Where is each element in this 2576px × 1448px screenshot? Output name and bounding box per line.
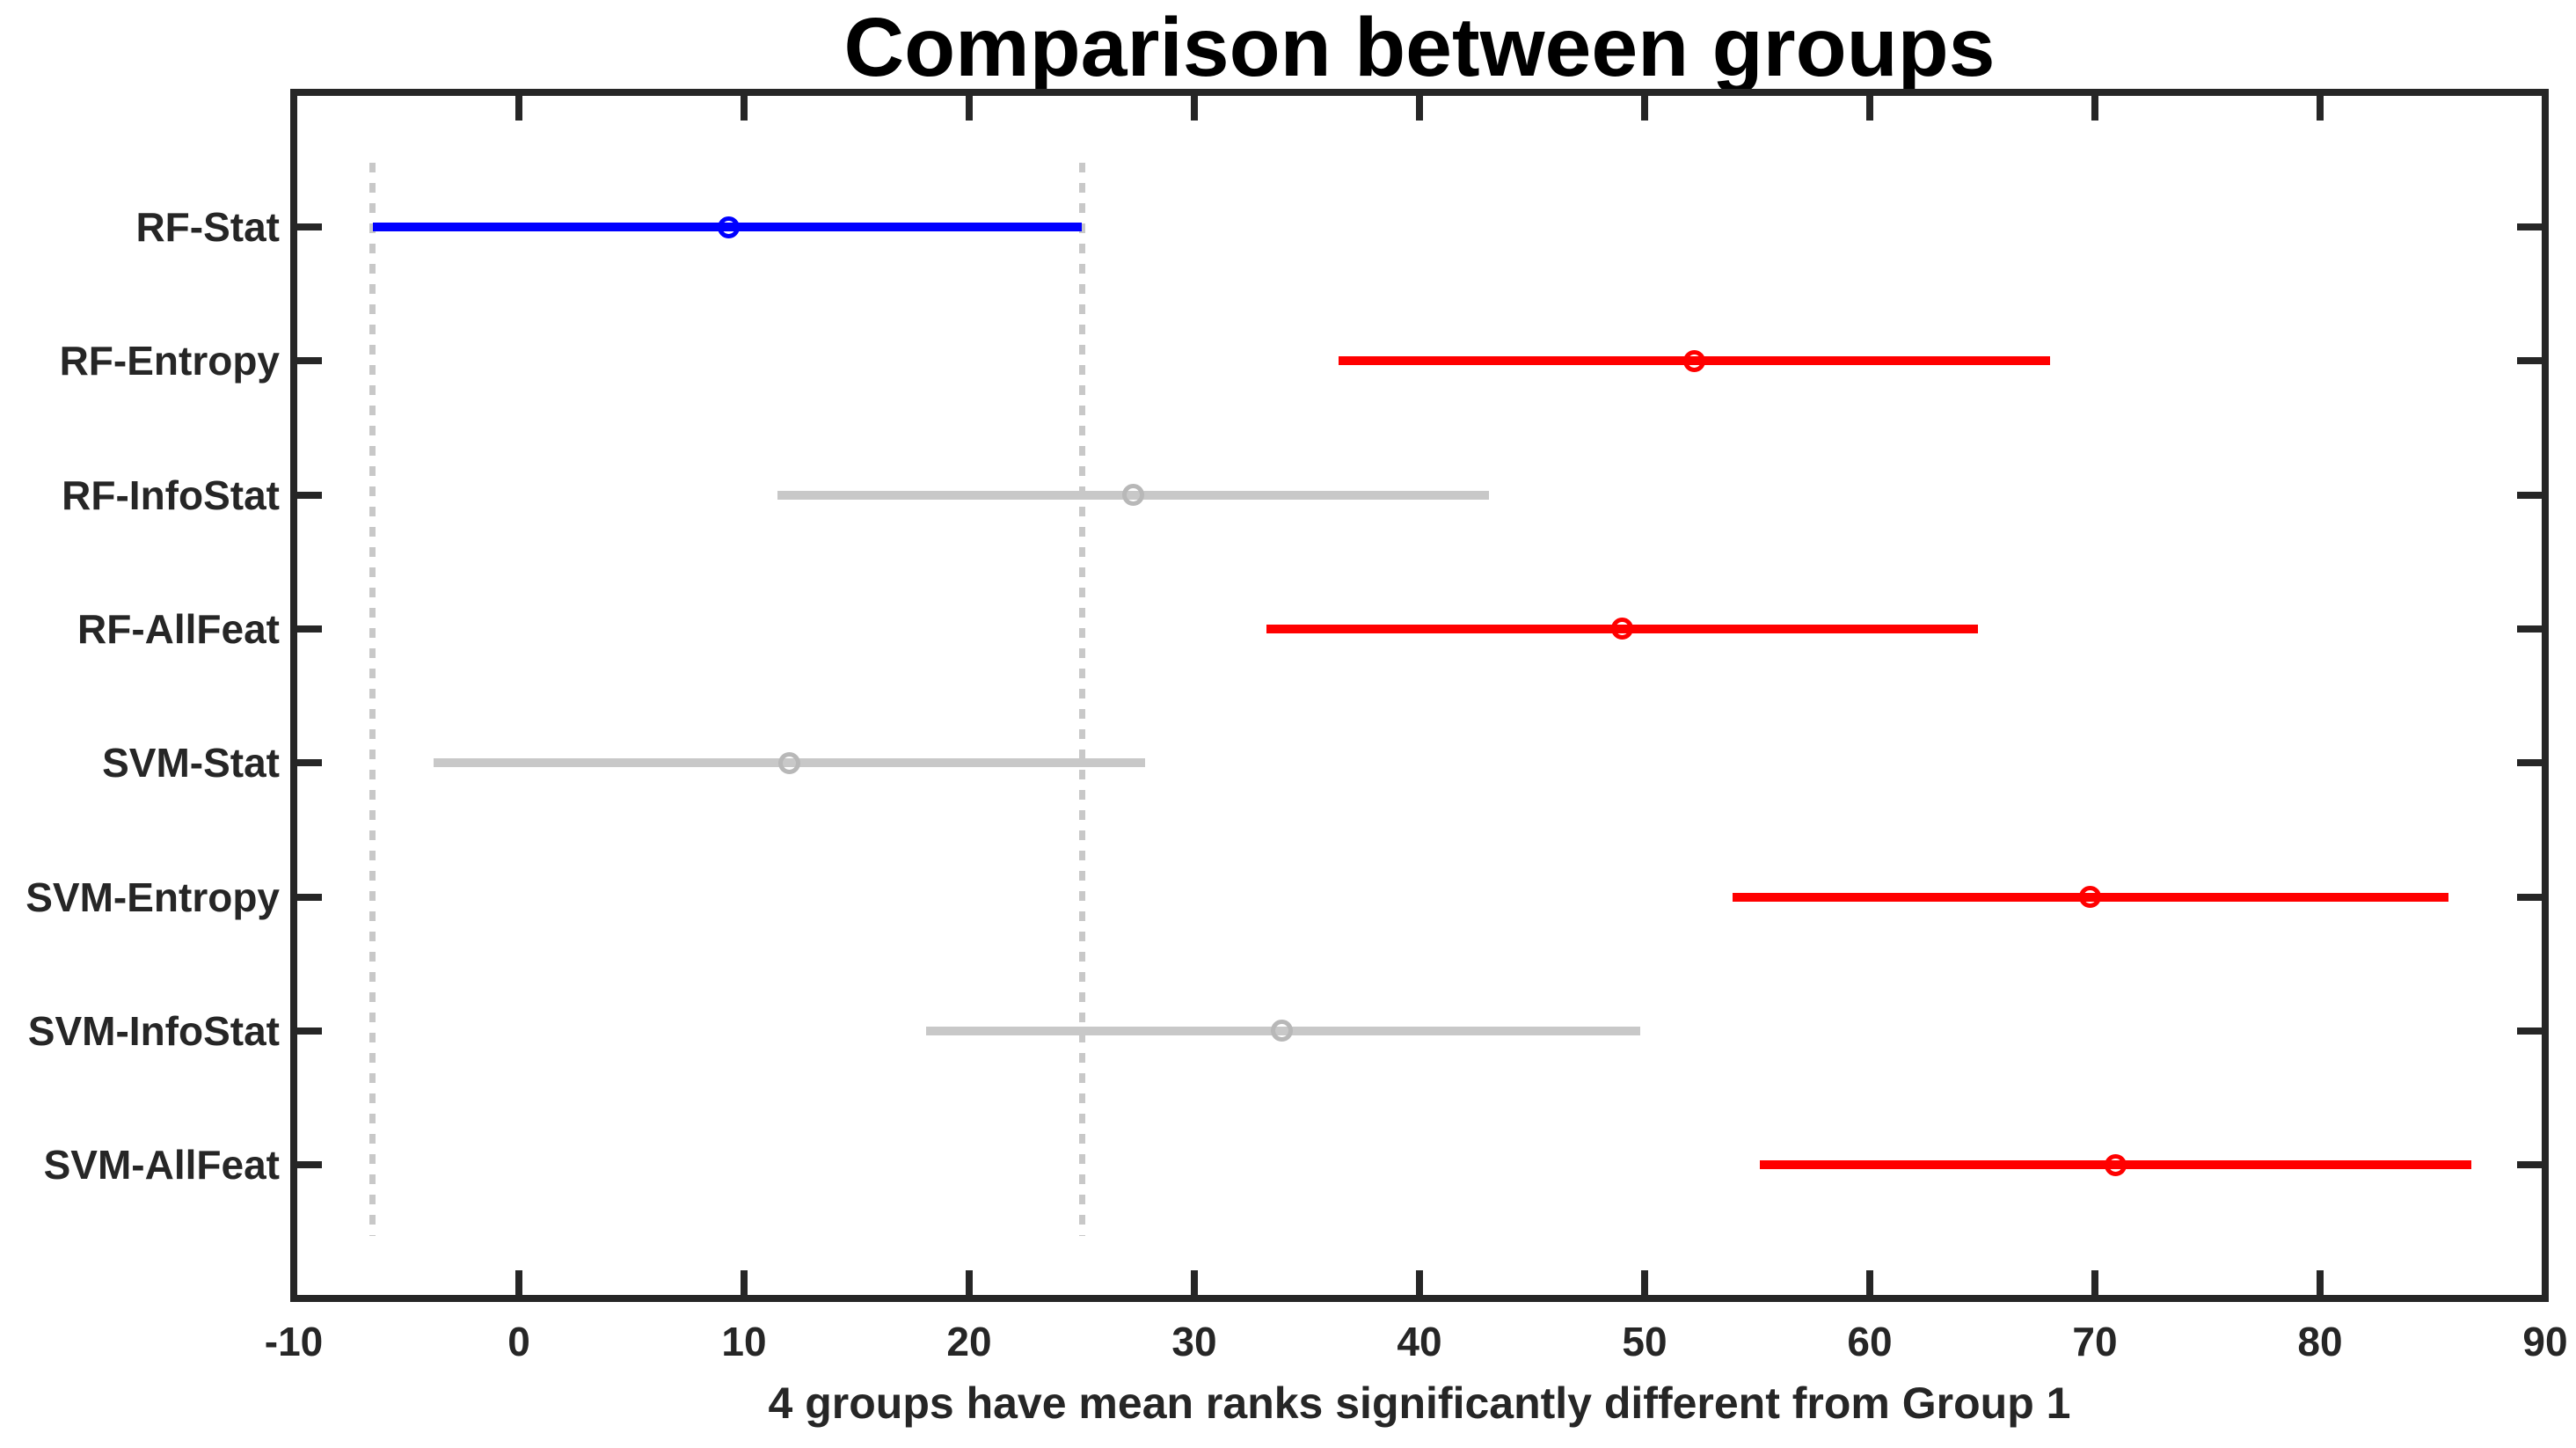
x-tick-mark-bottom (1866, 1270, 1873, 1295)
x-tick-mark-bottom (515, 1270, 522, 1295)
x-tick-mark-bottom (741, 1270, 748, 1295)
y-tick-label: RF-Stat (135, 204, 280, 250)
y-tick-mark-left (297, 893, 322, 901)
x-tick-mark-bottom (1416, 1270, 1423, 1295)
x-tick-label: 30 (1171, 1319, 1217, 1364)
x-tick-label: 70 (2072, 1319, 2118, 1364)
y-tick-mark-right (2517, 223, 2542, 230)
y-tick-label: SVM-Entropy (26, 874, 280, 920)
x-tick-mark-top (1416, 96, 1423, 121)
x-tick-label: 10 (721, 1319, 767, 1364)
y-tick-mark-left (297, 625, 322, 633)
y-tick-label: RF-AllFeat (77, 605, 280, 652)
mean-rank-marker[interactable] (1271, 1020, 1294, 1042)
y-tick-mark-left (297, 1027, 322, 1035)
y-tick-mark-left (297, 759, 322, 767)
x-tick-label: 20 (946, 1319, 992, 1364)
y-tick-mark-left (297, 491, 322, 499)
chart-title: Comparison between groups (843, 1, 1996, 94)
x-tick-mark-bottom (1191, 1270, 1198, 1295)
y-tick-mark-left (297, 223, 322, 230)
mean-rank-marker[interactable] (1122, 484, 1145, 507)
x-tick-mark-top (2091, 96, 2098, 121)
x-tick-mark-top (741, 96, 748, 121)
mean-rank-marker[interactable] (2079, 886, 2102, 908)
y-tick-mark-right (2517, 491, 2542, 499)
x-tick-mark-top (1191, 96, 1198, 121)
y-tick-mark-right (2517, 759, 2542, 767)
mean-rank-marker[interactable] (1682, 349, 1705, 372)
mean-rank-marker[interactable] (717, 216, 740, 238)
y-tick-mark-right (2517, 1161, 2542, 1169)
y-tick-mark-left (297, 1161, 322, 1169)
x-tick-label: 90 (2522, 1319, 2568, 1364)
y-tick-label: RF-InfoStat (62, 472, 280, 518)
y-tick-mark-right (2517, 1027, 2542, 1035)
x-tick-mark-bottom (966, 1270, 973, 1295)
y-tick-label: SVM-AllFeat (43, 1142, 280, 1188)
x-tick-label: 50 (1622, 1319, 1667, 1364)
x-tick-label: 80 (2297, 1319, 2343, 1364)
reference-line (369, 163, 376, 1236)
y-tick-mark-right (2517, 357, 2542, 365)
x-tick-label: 60 (1847, 1319, 1893, 1364)
x-tick-label: 0 (507, 1319, 530, 1364)
x-tick-mark-top (966, 96, 973, 121)
y-tick-label: RF-Entropy (59, 338, 280, 384)
x-axis-label: 4 groups have mean ranks significantly d… (768, 1379, 2071, 1428)
x-tick-mark-top (2317, 96, 2324, 121)
mean-rank-marker[interactable] (777, 751, 800, 774)
x-tick-mark-bottom (2317, 1270, 2324, 1295)
x-tick-label: 40 (1397, 1319, 1442, 1364)
mean-rank-marker[interactable] (1610, 618, 1633, 640)
y-tick-label: SVM-InfoStat (27, 1007, 280, 1054)
y-tick-mark-right (2517, 625, 2542, 633)
mean-rank-marker[interactable] (2104, 1153, 2127, 1176)
plot-frame (290, 89, 2549, 1302)
reference-line (1078, 163, 1085, 1236)
x-tick-mark-bottom (2091, 1270, 2098, 1295)
x-tick-mark-top (1641, 96, 1648, 121)
x-tick-label: -10 (264, 1319, 324, 1364)
x-tick-mark-top (515, 96, 522, 121)
y-tick-mark-left (297, 357, 322, 365)
y-tick-mark-right (2517, 893, 2542, 901)
x-tick-mark-top (1866, 96, 1873, 121)
x-tick-mark-bottom (1641, 1270, 1648, 1295)
y-tick-label: SVM-Stat (102, 740, 280, 786)
